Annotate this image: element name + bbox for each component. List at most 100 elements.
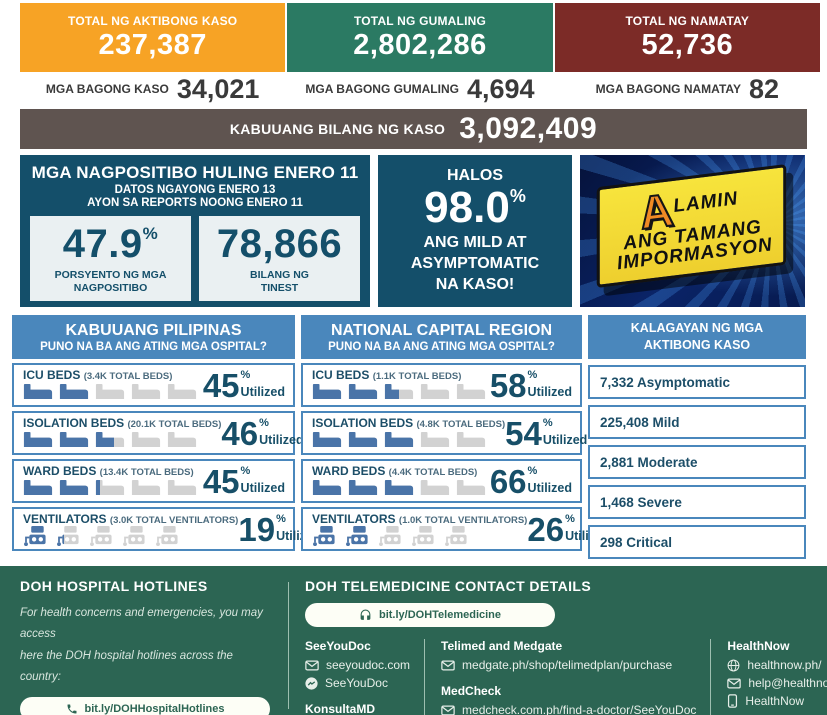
mild-panel-caption: ANG MILD AT ASYMPTOMATIC NA KASO!	[410, 233, 540, 293]
contact-text: healthnow.ph/	[747, 658, 822, 672]
bed-icon	[420, 480, 422, 495]
bed-icon	[131, 479, 161, 495]
phone-icon	[67, 704, 77, 714]
contact-text: medgate.ph/shop/telimedplan/purchase	[462, 658, 673, 672]
tested-count-value: 78,866	[216, 222, 343, 266]
hospital-utilization-row: WARD BEDS (4.4K TOTAL BEDS) 66% Utilized	[301, 459, 582, 503]
contact-group: SeeYouDoc seeyoudoc.com SeeYouDoc	[305, 639, 410, 690]
capacity-note: (1.0K TOTAL VENTILATORS)	[398, 515, 528, 526]
mail-icon	[441, 660, 455, 670]
contact-link[interactable]: healthnow.ph/	[727, 658, 827, 672]
positivity-rate-value: 47.9%	[62, 222, 159, 266]
contact-link[interactable]: medgate.ph/shop/telimedplan/purchase	[441, 658, 696, 672]
contact-text: HealthNow	[745, 694, 805, 708]
percent-sign: %	[542, 417, 553, 429]
summary-box-label: TOTAL NG NAMATAY	[625, 13, 750, 28]
percent-sign: %	[527, 465, 538, 477]
utilization-pictograph	[23, 382, 197, 402]
mild-panel-line1: HALOS	[447, 166, 503, 184]
pictograph-filled-icons	[23, 430, 115, 450]
utilized-word: Utilized	[259, 433, 304, 447]
utilized-word: Utilized	[527, 385, 572, 399]
utilized-word: Utilized	[240, 385, 285, 399]
capacity-note: (3.0K TOTAL VENTILATORS)	[109, 515, 239, 526]
percent-sign: %	[276, 513, 286, 525]
mild-asymptomatic-panel: HALOS 98.0% ANG MILD AT ASYMPTOMATIC NA KA…	[378, 155, 572, 307]
new-cases-value: 4,694	[466, 73, 535, 104]
contact-text: help@healthnow.ph	[748, 676, 827, 690]
ventilator-icon	[156, 526, 178, 547]
percent-value: 46	[221, 415, 259, 452]
contact-link[interactable]: seeyoudoc.com	[305, 658, 410, 672]
bed-icon	[131, 383, 161, 399]
hotlines-link-button[interactable]: bit.ly/DOHHospitalHotlines	[20, 697, 270, 715]
ventilator-icon	[346, 526, 368, 546]
ventilator-icon	[445, 526, 467, 547]
mobile-icon	[728, 694, 738, 708]
positivity-rate-card: 47.9% PORSYENTO NG MGA NAGPOSITIBO	[30, 216, 191, 302]
contact-text: seeyoudoc.com	[326, 658, 411, 672]
positivity-subtitle-1: DATOS NGAYONG ENERO 13	[114, 184, 276, 196]
positivity-panel: MGA NAGPOSITIBO HULING ENERO 11 DATOS NG…	[20, 155, 370, 307]
contact-column-1: Telimed and Medgate medgate.ph/shop/telim…	[424, 639, 710, 715]
utilization-label: ISOLATION BEDS (4.8K TOTAL BEDS)	[312, 416, 506, 430]
percent-sign: %	[259, 417, 269, 429]
ventilator-icon	[90, 526, 112, 547]
capacity-note: (3.4K TOTAL BEDS)	[83, 371, 173, 382]
contact-group-name: HealthNow	[727, 639, 790, 653]
contact-group-name: KonsultaMD	[305, 702, 375, 715]
pictograph-filled-icons	[23, 478, 100, 498]
summary-box-label: TOTAL NG AKTIBONG KASO	[68, 13, 238, 28]
sign-word-1: LAMIN	[672, 188, 740, 218]
contact-link[interactable]: medcheck.com.ph/find-a-doctor/SeeYouDoc	[441, 703, 696, 715]
covid-dashboard: TOTAL NG AKTIBONG KASO 237,387 TOTAL NG GU…	[0, 3, 827, 715]
contact-group-name: Telimed and Medgate	[441, 639, 563, 653]
contact-group: HealthNow healthnow.ph/help@healthnow.ph H…	[727, 639, 827, 708]
bed-icon	[23, 479, 53, 495]
messenger-icon	[305, 676, 318, 690]
contact-text: medcheck.com.ph/find-a-doctor/SeeYouDoc	[462, 703, 697, 715]
bed-icon	[23, 383, 53, 399]
contact-link[interactable]: help@healthnow.ph	[727, 676, 827, 690]
hospital-utilization-row: ISOLATION BEDS (20.1K TOTAL BEDS) 46% Util…	[12, 411, 304, 455]
summary-box-2: TOTAL NG NAMATAY 52,736	[554, 3, 820, 72]
new-cases-value: 34,021	[176, 73, 260, 104]
contact-text: SeeYouDoc	[325, 676, 388, 690]
summary-box-value: 2,802,286	[353, 28, 487, 61]
bed-icon	[384, 383, 399, 399]
bed-icon	[420, 479, 450, 495]
ventilator-icon	[412, 526, 434, 547]
active-status-card: 2,881 Moderate	[588, 445, 806, 479]
globe-icon	[727, 659, 740, 671]
new-cases-label: MGA BAGONG KASO	[45, 82, 169, 96]
percent-value: 19	[238, 511, 276, 548]
summary-row: TOTAL NG AKTIBONG KASO 237,387 TOTAL NG GU…	[20, 3, 820, 72]
summary-box-value: 237,387	[98, 28, 207, 61]
telemedicine-link-button[interactable]: bit.ly/DOHTelemedicine	[305, 603, 555, 627]
hotlines-link-text: bit.ly/DOHHospitalHotlines	[84, 703, 225, 715]
hospital-utilization-row: ICU BEDS (1.1K TOTAL BEDS) 58% Utilized	[301, 363, 582, 407]
active-status-card: 298 Critical	[588, 525, 806, 559]
contact-group: Telimed and Medgate medgate.ph/shop/telim…	[441, 639, 696, 672]
capacity-note: (4.8K TOTAL BEDS)	[416, 419, 506, 430]
hospital-region-title: KABUUANG PILIPINAS	[65, 321, 242, 339]
contact-column-2: HealthNow healthnow.ph/help@healthnow.ph H…	[710, 639, 827, 715]
hospitals-section: KABUUANG PILIPINAS PUNO NA BA ANG ATING M…	[12, 315, 806, 559]
utilization-percent: 45% Utilized	[203, 369, 285, 403]
capacity-note: (13.4K TOTAL BEDS)	[99, 467, 194, 478]
utilized-word: Utilized	[527, 481, 572, 495]
bed-icon	[384, 479, 414, 495]
sign-letter-a: A	[636, 183, 677, 241]
summary-box-1: TOTAL NG GUMALING 2,802,286	[287, 3, 553, 72]
new-cases-label: MGA BAGONG NAMATAY	[595, 82, 741, 96]
percent-sign: %	[565, 513, 575, 525]
hospital-region-header: NATIONAL CAPITAL REGION PUNO NA BA ANG AT…	[301, 315, 582, 359]
tested-count-label: BILANG NG TINEST	[250, 269, 309, 295]
bed-icon	[59, 479, 89, 495]
contact-link[interactable]: HealthNow	[727, 694, 827, 708]
hospital-region-title: NATIONAL CAPITAL REGION	[330, 321, 553, 339]
contact-link[interactable]: SeeYouDoc	[305, 676, 410, 690]
hospital-region-subtitle: PUNO NA BA ANG ATING MGA OSPITAL?	[328, 340, 555, 353]
utilization-percent: 66% Utilized	[490, 465, 572, 499]
bed-icon	[167, 479, 197, 495]
